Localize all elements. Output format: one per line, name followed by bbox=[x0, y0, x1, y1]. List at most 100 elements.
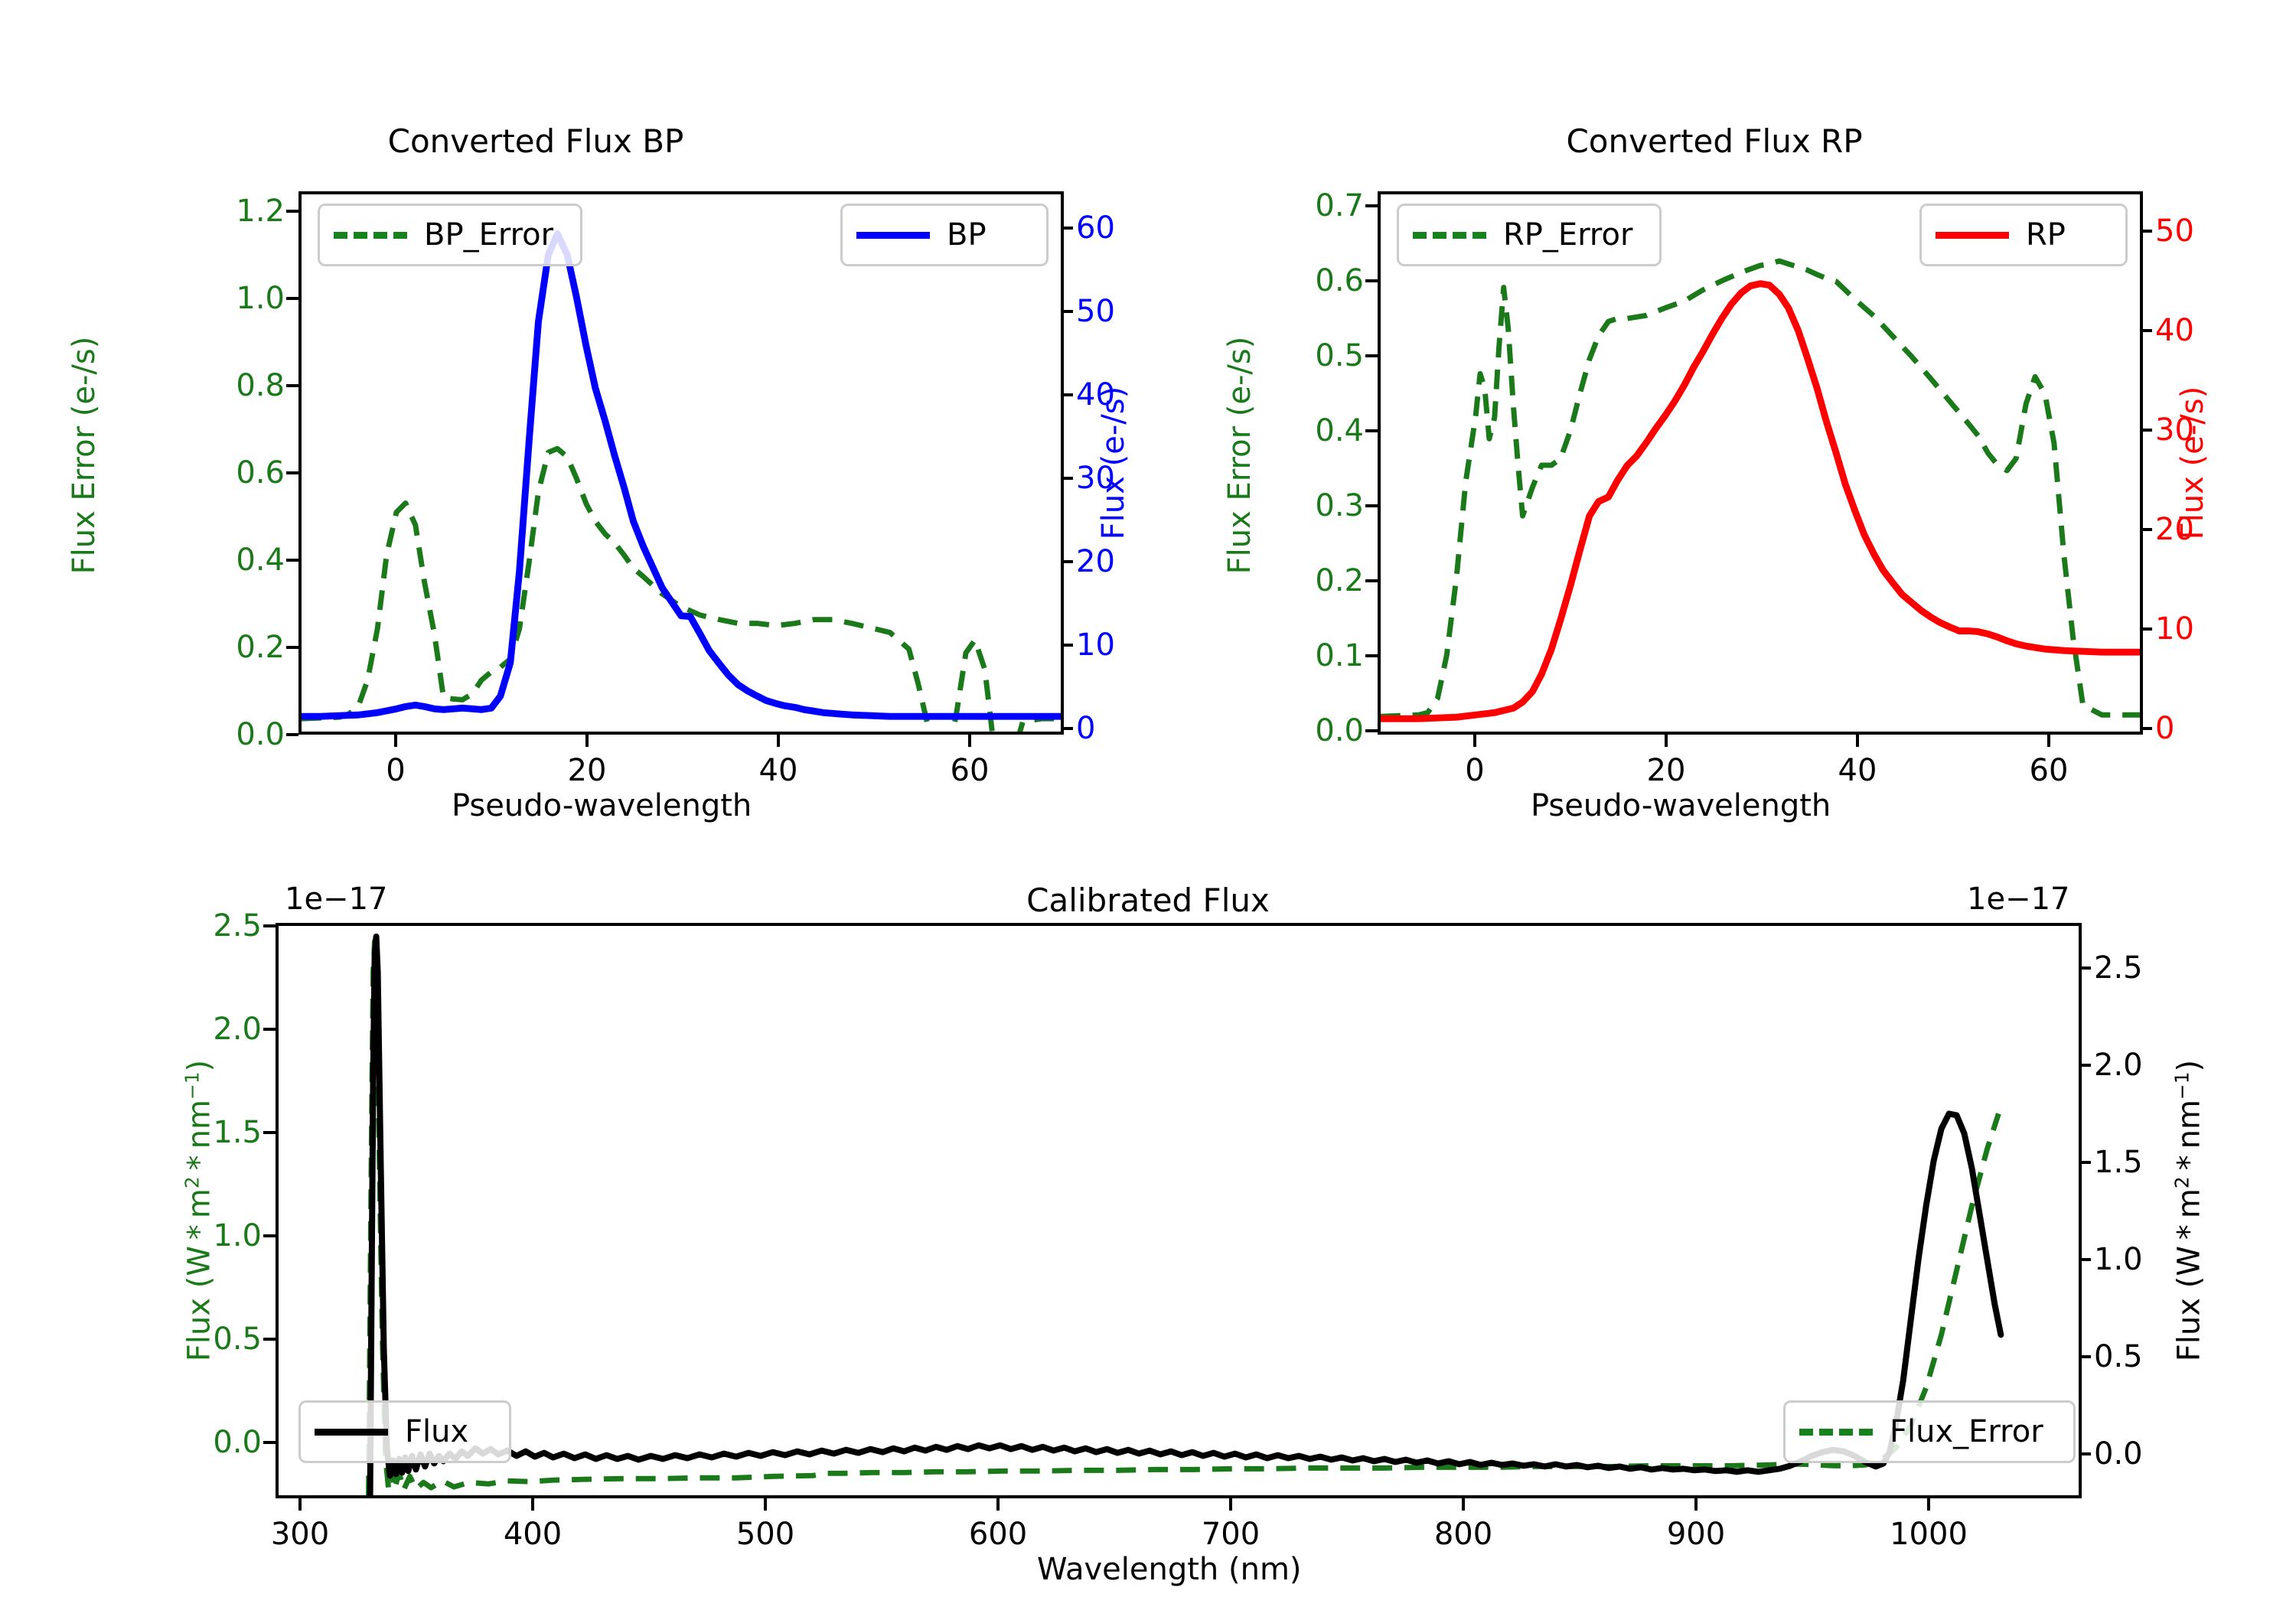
cal-ytick-mark-r0 bbox=[2079, 1452, 2091, 1455]
bp-ytick-right-3: 30 bbox=[1076, 461, 1115, 496]
bp-ytick-left-3: 0.6 bbox=[236, 455, 285, 491]
cal-ytick-mark-l5 bbox=[263, 924, 276, 927]
bp-ytick-mark-l5 bbox=[286, 297, 298, 300]
cal-ytick-mark-r2 bbox=[2079, 1258, 2091, 1261]
cal-ytick-right-3: 1.5 bbox=[2094, 1145, 2143, 1180]
cal-ytick-left-0: 0.0 bbox=[213, 1425, 262, 1460]
bp-ytick-mark-r0 bbox=[1061, 727, 1073, 730]
bp-plot-area bbox=[302, 230, 1061, 732]
cal-xtick-7: 1000 bbox=[1890, 1517, 1968, 1552]
panel-calibrated-flux: Calibrated Flux 1e−17 1e−17 0.0 0.5 1.0 … bbox=[0, 811, 2296, 1607]
rp-xtick-mark-3 bbox=[2047, 735, 2050, 747]
bp-yaxis-left-label: Flux Error (e-/s) bbox=[67, 336, 102, 575]
cal-ytick-mark-l4 bbox=[263, 1028, 276, 1031]
cal-xtick-3: 600 bbox=[968, 1517, 1028, 1552]
rp-flux-line bbox=[1381, 280, 2140, 722]
cal-ytick-mark-r5 bbox=[2079, 966, 2091, 970]
rp-ytick-right-1: 10 bbox=[2155, 611, 2194, 647]
bp-xtick-3: 60 bbox=[950, 753, 990, 788]
cal-ytick-left-1: 0.5 bbox=[213, 1322, 262, 1357]
bp-error-legend-swatch bbox=[334, 231, 407, 239]
bp-xtick-mark-2 bbox=[777, 735, 780, 747]
rp-ytick-left-0: 0.0 bbox=[1315, 713, 1364, 748]
rp-ytick-mark-l0 bbox=[1365, 729, 1378, 732]
rp-ytick-left-2: 0.2 bbox=[1315, 563, 1364, 598]
calibrated-flux-error-line bbox=[366, 938, 2001, 1495]
rp-ytick-mark-r5 bbox=[2140, 230, 2152, 233]
bp-legend-label: BP bbox=[947, 217, 987, 253]
bp-ytick-mark-l2 bbox=[286, 559, 298, 562]
rp-yaxis-right-label: Flux (e-/s) bbox=[2175, 386, 2210, 540]
bp-yaxis-right-label: Flux (e-/s) bbox=[1096, 386, 1131, 540]
cal-yaxis-left-label: Flux (W * m2 * nm−1) bbox=[181, 1059, 217, 1362]
cal-xtick-2: 500 bbox=[735, 1517, 795, 1552]
bp-error-legend-label: BP_Error bbox=[424, 217, 554, 253]
calibrated-flux-line bbox=[367, 933, 2004, 1495]
bp-ytick-right-6: 60 bbox=[1076, 210, 1115, 246]
rp-yaxis-left-label: Flux Error (e-/s) bbox=[1222, 336, 1257, 575]
bp-ytick-mark-r6 bbox=[1061, 227, 1073, 230]
cal-xaxis-label: Wavelength (nm) bbox=[1037, 1552, 1302, 1587]
bp-legend[interactable]: BP bbox=[840, 204, 1049, 266]
rp-ytick-mark-l7 bbox=[1365, 204, 1378, 207]
cal-xtick-mark-4 bbox=[1229, 1498, 1232, 1511]
rp-ytick-mark-l1 bbox=[1365, 654, 1378, 657]
rp-ytick-left-6: 0.6 bbox=[1315, 263, 1364, 298]
calibrated-axes-frame bbox=[276, 923, 2082, 1498]
rp-ytick-right-5: 50 bbox=[2155, 214, 2194, 249]
cal-xtick-mark-5 bbox=[1462, 1498, 1465, 1511]
panel-converted-flux-rp: Converted Flux RP 0.0 0.1 0.2 0.3 0.4 0.… bbox=[1148, 0, 2296, 823]
rp-ytick-mark-r0 bbox=[2140, 727, 2152, 730]
rp-ytick-right-3: 30 bbox=[2155, 412, 2194, 448]
rp-xaxis-label: Pseudo-wavelength bbox=[1531, 788, 1831, 823]
bp-ytick-mark-r3 bbox=[1061, 477, 1073, 480]
bp-ytick-mark-r4 bbox=[1061, 393, 1073, 396]
cal-xtick-mark-0 bbox=[298, 1498, 302, 1511]
calibrated-flux-legend-swatch bbox=[315, 1428, 388, 1436]
bp-xtick-mark-1 bbox=[585, 735, 589, 747]
bp-error-line bbox=[302, 445, 1061, 732]
calibrated-flux-error-legend-label: Flux_Error bbox=[1890, 1414, 2043, 1449]
cal-xtick-mark-1 bbox=[531, 1498, 534, 1511]
rp-legend-swatch bbox=[1936, 231, 2009, 239]
calibrated-panel-title: Calibrated Flux bbox=[1026, 882, 1270, 919]
rp-ytick-left-7: 0.7 bbox=[1315, 188, 1364, 223]
cal-ytick-mark-r4 bbox=[2079, 1064, 2091, 1067]
bp-flux-line bbox=[302, 230, 1061, 720]
bp-xtick-2: 40 bbox=[758, 753, 798, 788]
cal-ytick-left-3: 1.5 bbox=[213, 1115, 262, 1150]
calibrated-flux-legend[interactable]: Flux bbox=[298, 1400, 511, 1463]
cal-xtick-mark-3 bbox=[996, 1498, 1000, 1511]
bp-ytick-right-1: 10 bbox=[1076, 627, 1115, 663]
rp-legend-label: RP bbox=[2026, 217, 2066, 253]
rp-ytick-mark-l4 bbox=[1365, 429, 1378, 432]
cal-ytick-left-2: 1.0 bbox=[213, 1218, 262, 1253]
bp-error-legend[interactable]: BP_Error bbox=[318, 204, 582, 266]
calibrated-flux-error-legend-swatch bbox=[1799, 1428, 1873, 1436]
rp-error-legend-label: RP_Error bbox=[1503, 217, 1633, 253]
bp-ytick-left-6: 1.2 bbox=[236, 194, 285, 229]
rp-ytick-mark-r1 bbox=[2140, 627, 2152, 631]
bp-ytick-right-0: 0 bbox=[1076, 711, 1096, 746]
rp-legend[interactable]: RP bbox=[1919, 204, 2128, 266]
rp-xtick-mark-1 bbox=[1665, 735, 1668, 747]
rp-error-legend[interactable]: RP_Error bbox=[1397, 204, 1662, 266]
calibrated-flux-legend-label: Flux bbox=[405, 1414, 469, 1449]
cal-ytick-right-2: 1.0 bbox=[2094, 1242, 2143, 1277]
calibrated-flux-error-legend[interactable]: Flux_Error bbox=[1783, 1400, 2076, 1463]
rp-ytick-right-0: 0 bbox=[2155, 711, 2175, 746]
cal-xtick-mark-6 bbox=[1694, 1498, 1698, 1511]
rp-ytick-left-4: 0.4 bbox=[1315, 413, 1364, 448]
bp-ytick-mark-l3 bbox=[286, 471, 298, 474]
bp-ytick-left-1: 0.2 bbox=[236, 630, 285, 665]
bp-ytick-mark-l6 bbox=[286, 210, 298, 213]
rp-ytick-mark-l2 bbox=[1365, 579, 1378, 582]
cal-xtick-mark-7 bbox=[1927, 1498, 1930, 1511]
cal-xtick-0: 300 bbox=[270, 1517, 330, 1552]
cal-ytick-right-1: 0.5 bbox=[2094, 1339, 2143, 1374]
rp-ytick-right-2: 20 bbox=[2155, 512, 2194, 547]
bp-ytick-left-4: 0.8 bbox=[236, 368, 285, 403]
bp-ytick-mark-l0 bbox=[286, 733, 298, 736]
rp-xtick-mark-2 bbox=[1856, 735, 1859, 747]
cal-ytick-left-5: 2.5 bbox=[213, 908, 262, 944]
